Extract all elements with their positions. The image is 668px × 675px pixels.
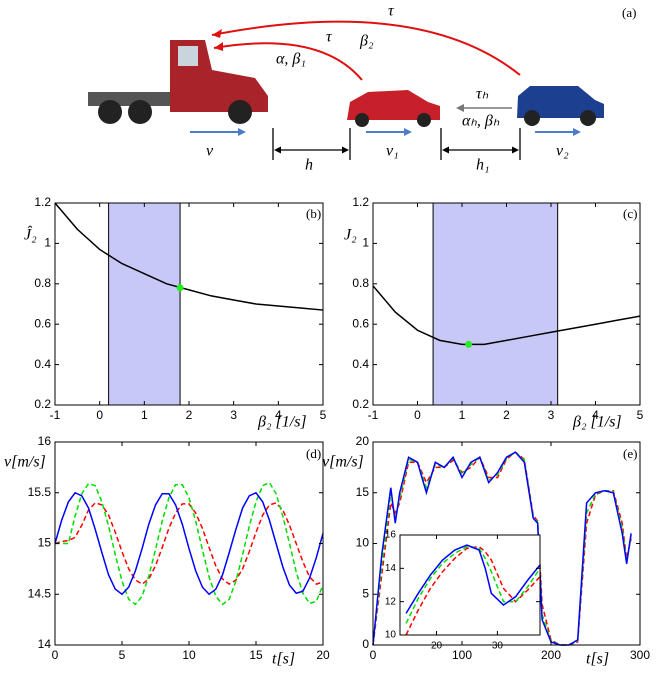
label: v₂	[556, 143, 569, 160]
car	[347, 90, 440, 127]
x-axis-label: t[s]	[586, 651, 609, 668]
x-tick-label: -1	[50, 408, 61, 422]
optimum-point	[177, 284, 184, 291]
x-tick-label: 0	[370, 648, 377, 662]
panel-label: (e)	[623, 446, 637, 461]
y-tick-label: 14.5	[28, 586, 52, 600]
x-tick-label: 100	[452, 648, 472, 662]
x-tick-label: 5	[637, 408, 644, 422]
diagram: (a) τ β₂ τ α, β₁ τₕ αₕ, βₕ	[88, 3, 636, 174]
arrowhead	[214, 42, 223, 51]
label: h₁	[476, 157, 490, 174]
y-tick-label: 0.8	[34, 276, 51, 290]
y-tick-label: 0.4	[34, 357, 51, 371]
label: β₂	[359, 33, 374, 50]
x-tick-label: 20	[316, 648, 330, 662]
x-tick-label: 5	[119, 648, 126, 662]
panel-label: (c)	[623, 206, 637, 221]
y-tick-label: 15	[356, 485, 370, 499]
panel-label: (b)	[306, 206, 321, 221]
panel-label: (a)	[622, 5, 636, 20]
x-axis-label: t[s]	[272, 651, 295, 668]
y-tick-label: 14	[38, 637, 52, 651]
label: v	[206, 143, 214, 160]
y-tick-label: 10	[385, 630, 397, 641]
label: τₕ	[476, 86, 489, 103]
figure: (a) τ β₂ τ α, β₁ τₕ αₕ, βₕ	[0, 0, 668, 675]
x-axis-label: β₂ [1/s]	[572, 414, 622, 431]
y-tick-label: 0.4	[352, 357, 369, 371]
y-axis-label: v[m/s]	[322, 454, 364, 471]
label: αₕ, βₕ	[462, 113, 500, 130]
suv	[517, 86, 604, 126]
y-tick-label: 15	[38, 536, 52, 550]
y-tick-label: 12	[385, 596, 397, 607]
label: v₁	[386, 143, 399, 160]
label: τ	[388, 3, 395, 20]
arrowhead	[456, 104, 464, 112]
x-tick-label: 0	[96, 408, 103, 422]
y-tick-label: 16	[385, 530, 397, 541]
y-tick-label: 0	[362, 637, 369, 651]
y-tick-label: 1	[44, 236, 51, 250]
x-tick-label: 1	[459, 408, 466, 422]
x-tick-label: 10	[182, 648, 196, 662]
label: α, β₁	[276, 51, 306, 68]
y-tick-label: 0.2	[34, 397, 51, 411]
series-line	[55, 203, 323, 310]
axes-frame	[55, 203, 323, 405]
y-tick-label: 0.2	[352, 397, 369, 411]
optimum-point	[465, 341, 472, 348]
y-axis-label: Ĵ₂	[24, 225, 37, 244]
inset-background	[400, 535, 540, 635]
x-tick-label: 0	[52, 648, 59, 662]
x-tick-label: 3	[548, 408, 555, 422]
y-tick-label: 1.2	[352, 195, 369, 209]
y-tick-label: 10	[356, 536, 370, 550]
y-tick-label: 0.6	[34, 316, 51, 330]
x-tick-label: 200	[541, 648, 561, 662]
x-tick-label: 20	[431, 641, 443, 652]
velocity-heads	[238, 128, 581, 136]
y-tick-label: 5	[362, 586, 369, 600]
x-axis-label: β₂ [1/s]	[257, 414, 307, 431]
x-tick-label: 5	[320, 408, 327, 422]
x-tick-label: 2	[186, 408, 193, 422]
truck	[88, 40, 268, 124]
y-tick-label: 15.5	[28, 485, 52, 499]
x-tick-label: 0	[414, 408, 421, 422]
label: h	[305, 157, 313, 174]
y-tick-label: 1	[362, 236, 369, 250]
y-tick-label: 0.8	[352, 276, 369, 290]
shaded-interval	[109, 203, 180, 405]
label: τ	[326, 29, 333, 46]
x-tick-label: -1	[368, 408, 379, 422]
y-tick-label: 0.6	[352, 316, 369, 330]
y-tick-label: 1.2	[34, 195, 51, 209]
panel-label: (d)	[306, 446, 321, 461]
y-axis-label: J₂	[344, 227, 357, 244]
x-tick-label: 1	[141, 408, 148, 422]
y-tick-label: 14	[385, 563, 397, 574]
x-tick-label: 15	[249, 648, 263, 662]
series-line	[55, 493, 323, 595]
y-tick-label: 16	[38, 434, 52, 448]
axes-frame	[55, 442, 323, 645]
x-tick-label: 300	[630, 648, 650, 662]
y-tick-label: 20	[356, 434, 370, 448]
y-axis-label: v[m/s]	[4, 454, 46, 471]
series-line	[55, 483, 323, 605]
x-tick-label: 30	[492, 641, 504, 652]
x-tick-label: 3	[230, 408, 237, 422]
shaded-interval	[433, 203, 558, 405]
arrowhead	[212, 29, 222, 38]
x-tick-label: 2	[503, 408, 510, 422]
